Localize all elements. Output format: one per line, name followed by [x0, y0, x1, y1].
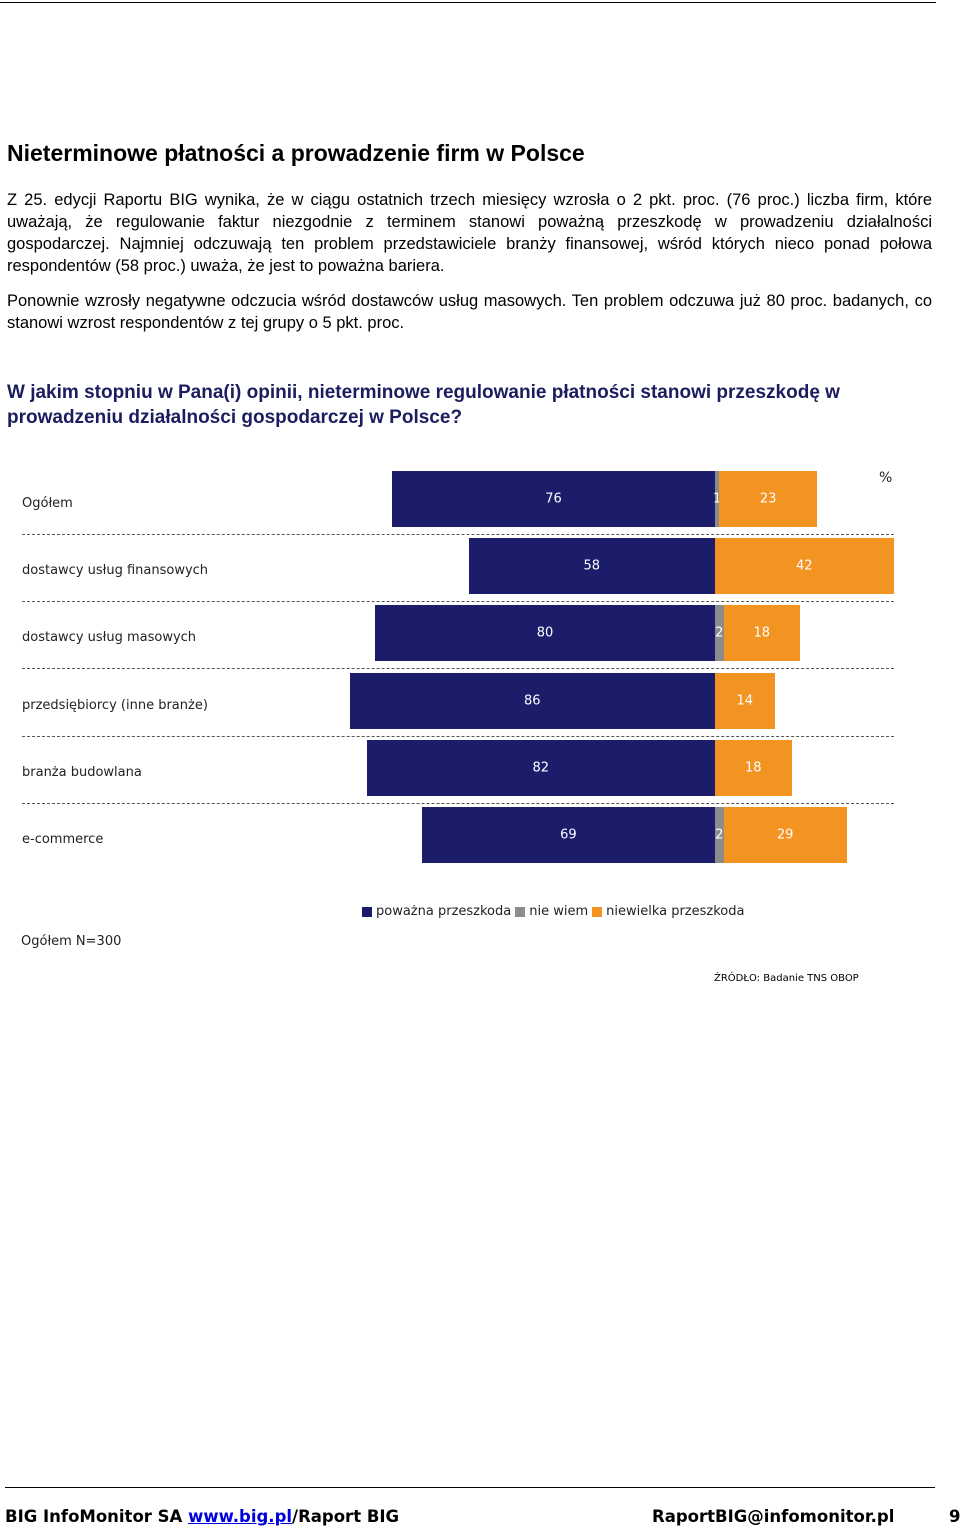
value-label-unknown: 1: [712, 491, 722, 507]
footer-link[interactable]: www.big.pl: [188, 1507, 293, 1526]
bar-serious: [421, 807, 715, 863]
sample-note: Ogółem N=300: [21, 934, 122, 949]
bar-unknown: [715, 807, 724, 863]
row-divider: [22, 668, 894, 670]
paragraph-1: Z 25. edycji Raportu BIG wynika, że w ci…: [7, 191, 932, 275]
value-label-unknown: 2: [715, 625, 724, 641]
survey-question: W jakim stopniu w Pana(i) opinii, nieter…: [7, 382, 840, 428]
value-label-minor: 18: [753, 625, 771, 641]
value-label-serious: 80: [536, 625, 554, 641]
unit-label: %: [879, 470, 893, 486]
legend-label-serious: poważna przeszkoda: [376, 904, 512, 919]
legend-swatch-serious: [362, 906, 372, 917]
value-label-minor: 29: [776, 827, 794, 843]
footer-email[interactable]: RaportBIG@infomonitor.pl: [652, 1507, 895, 1526]
chart-legend: poważna przeszkoda nie wiem niewielka pr…: [362, 904, 744, 919]
value-label-serious: 76: [545, 491, 562, 507]
row-divider: [22, 802, 894, 804]
footer-org: BIG InfoMonitor SA: [5, 1507, 183, 1526]
bar-unknown: [715, 605, 724, 662]
category-label: dostawcy usług finansowych: [22, 563, 209, 579]
bar-minor: [715, 538, 894, 595]
category-label: dostawcy usług masowych: [22, 630, 197, 646]
bar-minor: [723, 605, 800, 662]
legend-item-minor: niewielka przeszkoda: [592, 904, 744, 919]
page-title: Nieterminowe płatności a prowadzenie fir…: [7, 140, 585, 166]
footer-left: BIG InfoMonitor SA www.big.pl/Raport BIG: [5, 1507, 399, 1526]
top-rule: [0, 2, 936, 3]
paragraph-2: Ponownie wzrosły negatywne odczucia wśró…: [7, 292, 932, 332]
row-divider: [22, 534, 894, 535]
bar-minor: [715, 672, 775, 729]
legend-label-minor: niewielka przeszkoda: [606, 904, 745, 919]
legend-swatch-unknown: [515, 906, 526, 917]
category-label: przedsiębiorcy (inne branże): [22, 697, 208, 713]
bar-serious: [349, 672, 715, 729]
value-label-serious: 82: [532, 760, 550, 776]
stacked-bar-chart: % Ogółem 76 1 23 dostawcy usług finansowych 5…: [0, 460, 960, 1000]
value-label-serious: 58: [583, 558, 601, 574]
bar-minor: [723, 807, 847, 863]
value-label-serious: 86: [523, 693, 541, 709]
bar-serious: [392, 471, 715, 527]
bar-serious: [375, 605, 715, 662]
page-number: 9: [949, 1507, 960, 1526]
value-label-minor: 14: [736, 693, 754, 709]
footer-link-suffix: /Raport BIG: [292, 1507, 400, 1526]
category-label: e-commerce: [22, 832, 104, 847]
row-divider: [22, 601, 894, 603]
bar-serious: [366, 739, 715, 796]
legend-item-serious: poważna przeszkoda: [362, 904, 511, 919]
legend-label-unknown: nie wiem: [529, 904, 589, 919]
value-label-unknown: 2: [715, 827, 724, 843]
source-note: ŹRÓDŁO: Badanie TNS OBOP: [714, 973, 859, 984]
page-footer: BIG InfoMonitor SA www.big.pl/Raport BIG…: [5, 1507, 960, 1527]
bar-serious: [468, 538, 715, 595]
value-label-serious: 69: [560, 827, 577, 843]
value-label-minor: 23: [759, 491, 777, 507]
bar-minor: [719, 471, 817, 527]
bar-unknown: [715, 471, 720, 527]
legend-swatch-minor: [592, 906, 603, 917]
footer-rule: [5, 1487, 935, 1488]
value-label-minor: 18: [744, 760, 762, 776]
legend-item-unknown: nie wiem: [515, 904, 588, 919]
category-label: Ogółem: [22, 496, 73, 511]
bar-minor: [715, 739, 792, 796]
value-label-minor: 42: [795, 558, 813, 574]
category-label: branża budowlana: [22, 764, 142, 780]
row-divider: [22, 735, 894, 737]
